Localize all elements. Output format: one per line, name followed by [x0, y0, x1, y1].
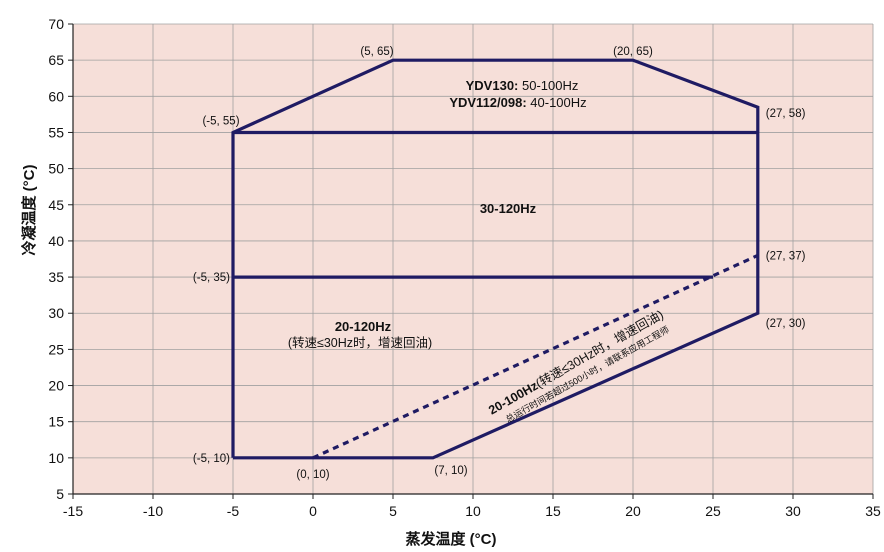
x-tick-label: -10	[143, 503, 163, 519]
x-tick-labels: -15 -10 -5 0 5 10 15 20 25 30 35	[63, 503, 881, 519]
point-label: (-5, 35)	[193, 272, 230, 284]
point-label: (5, 65)	[360, 46, 393, 58]
y-tick-label: 10	[48, 450, 64, 466]
zone-label-ydv112: YDV112/098: 40-100Hz	[449, 95, 586, 110]
y-tick-label: 40	[48, 233, 64, 249]
y-tick-label: 25	[48, 341, 64, 357]
y-tick-label: 5	[56, 486, 64, 502]
envelope-line-4	[312, 253, 759, 460]
zone-label-20-120hz: 20-120Hz	[335, 319, 392, 334]
y-tick-label: 50	[48, 161, 64, 177]
zone-label-30-120hz: 30-120Hz	[480, 201, 537, 216]
point-label: (27, 30)	[766, 318, 806, 330]
y-tick-label: 65	[48, 52, 64, 68]
x-tick-label: 35	[865, 503, 881, 519]
x-tick-label: 10	[465, 503, 481, 519]
x-tick-label: 5	[389, 503, 397, 519]
x-axis-label: 蒸发温度 (°C)	[406, 530, 497, 548]
y-tick-label: 55	[48, 124, 64, 140]
y-tick-labels: 5 10 15 20 25 30 35 40 45 50 55 60 65 70	[48, 16, 64, 502]
x-tick-label: 0	[309, 503, 317, 519]
x-tick-label: -15	[63, 503, 83, 519]
point-label: (27, 37)	[766, 250, 806, 262]
envelope-lines	[231, 58, 760, 460]
zone-label-ydv130: YDV130: 50-100Hz	[466, 78, 579, 93]
point-label: (20, 65)	[613, 46, 653, 58]
point-label: (27, 58)	[766, 108, 806, 120]
x-tick-label: 25	[705, 503, 721, 519]
y-tick-label: 45	[48, 197, 64, 213]
zone-note-20-120hz: (转速≤30Hz时，增速回油)	[288, 335, 432, 350]
x-tick-label: 20	[625, 503, 641, 519]
point-label: (0, 10)	[296, 469, 329, 481]
envelope-line-1	[231, 58, 760, 460]
x-tick-label: 30	[785, 503, 801, 519]
y-tick-label: 60	[48, 88, 64, 104]
y-tick-label: 15	[48, 414, 64, 430]
y-tick-label: 35	[48, 269, 64, 285]
point-label: (-5, 55)	[202, 115, 239, 127]
y-tick-label: 20	[48, 378, 64, 394]
y-tick-label: 30	[48, 305, 64, 321]
point-labels: (5, 65) (20, 65) (-5, 55) (27, 58) (27, 37) (…	[193, 46, 806, 481]
axes	[68, 23, 874, 499]
x-tick-label: -5	[227, 503, 240, 519]
y-axis-label: 冷凝温度 (°C)	[20, 165, 38, 256]
point-label: (7, 10)	[434, 465, 467, 477]
point-label: (-5, 10)	[193, 453, 230, 465]
y-tick-label: 70	[48, 16, 64, 32]
x-tick-label: 15	[545, 503, 561, 519]
